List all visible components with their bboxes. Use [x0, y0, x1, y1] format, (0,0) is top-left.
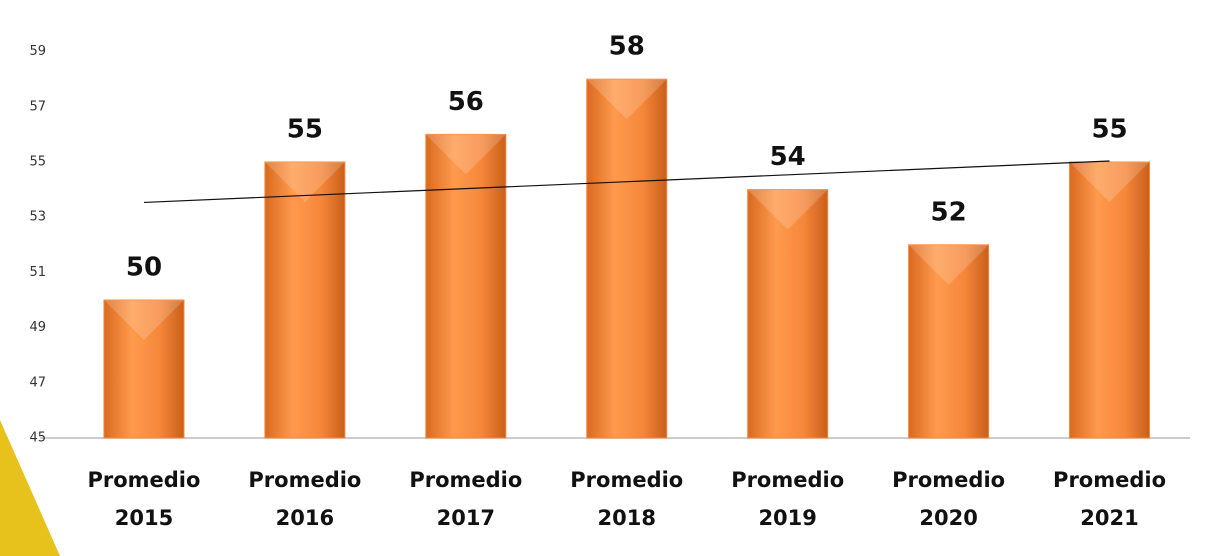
x-tick-label: Promedio 2019 — [731, 468, 844, 530]
bar — [264, 161, 346, 439]
value-label: 54 — [770, 142, 806, 172]
bar — [1069, 161, 1151, 439]
y-tick-label: 59 — [29, 44, 46, 59]
y-tick-label: 53 — [29, 210, 46, 225]
bar-bevel — [425, 134, 506, 175]
bar — [103, 299, 185, 439]
bar — [747, 189, 829, 439]
y-tick-label: 55 — [29, 155, 46, 170]
y-tick-label: 47 — [29, 375, 46, 390]
y-tick-label: 57 — [29, 99, 46, 114]
bar — [586, 78, 668, 439]
value-label: 52 — [931, 197, 967, 227]
value-label: 55 — [287, 115, 323, 145]
y-tick-label: 49 — [29, 320, 46, 335]
bar-bevel — [264, 162, 345, 202]
bar-bevel — [1069, 162, 1150, 202]
x-tick-label: Promedio 2020 — [892, 468, 1005, 530]
bar-bevel — [103, 300, 184, 340]
value-label: 55 — [1091, 115, 1127, 145]
decoration — [0, 420, 60, 556]
bar — [908, 244, 990, 439]
x-tick-label: Promedio 2021 — [1053, 468, 1166, 530]
value-label: 50 — [126, 253, 162, 283]
bar — [425, 133, 507, 439]
y-tick-label: 51 — [29, 265, 46, 280]
bar-bevel — [908, 244, 989, 285]
x-tick-label: Promedio 2017 — [409, 468, 522, 530]
x-tick-label: Promedio 2018 — [570, 468, 683, 530]
x-tick-label: Promedio 2016 — [248, 468, 361, 530]
y-tick-label: 45 — [29, 431, 46, 446]
bar-bevel — [747, 189, 828, 230]
value-label: 56 — [448, 87, 484, 117]
trendline — [143, 160, 1110, 204]
bar-bevel — [586, 79, 667, 120]
value-label: 58 — [609, 32, 645, 62]
x-tick-label: Promedio 2015 — [87, 468, 200, 530]
